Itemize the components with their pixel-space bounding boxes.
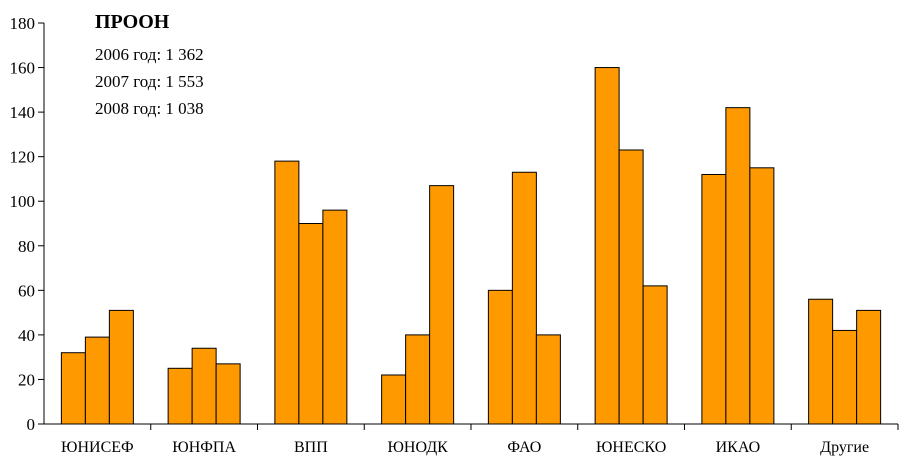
bar xyxy=(215,363,241,425)
x-category-label: ВПП xyxy=(294,439,328,456)
bar xyxy=(60,352,86,425)
annotation-box: ПРООН 2006 год: 1 362 2007 год: 1 553 20… xyxy=(95,11,204,118)
y-tick-label: 60 xyxy=(18,281,35,300)
bar xyxy=(405,334,431,425)
bar xyxy=(618,149,644,425)
y-tick-label: 180 xyxy=(10,14,36,33)
y-tick-label: 80 xyxy=(18,237,35,256)
annotation-title: ПРООН xyxy=(95,11,170,33)
bars-group xyxy=(60,67,882,425)
bar xyxy=(511,171,537,425)
bar xyxy=(298,223,324,425)
x-category-label: ФАО xyxy=(507,439,541,456)
x-category-label: ЮНОДК xyxy=(387,439,448,456)
x-labels-group: ЮНИСЕФ ЮНФПА ВПП ЮНОДК ФАО ЮНЕСКО ИКАО Другие xyxy=(61,424,899,456)
bar xyxy=(808,298,834,425)
bar xyxy=(84,336,110,425)
x-category-label: ЮНЕСКО xyxy=(596,439,666,456)
annotation-line-2007: 2007 год: 1 553 xyxy=(95,72,204,91)
x-category-label: ЮНФПА xyxy=(172,439,236,456)
bar xyxy=(856,309,882,425)
bar xyxy=(429,185,455,425)
x-category-label: Другие xyxy=(820,439,869,456)
bar xyxy=(594,67,620,425)
x-category-label: ИКАО xyxy=(716,439,761,456)
annotation-line-2008: 2008 год: 1 038 xyxy=(95,99,204,118)
bar xyxy=(322,209,348,425)
bar xyxy=(701,173,727,425)
y-tick-label: 160 xyxy=(10,59,36,78)
bar xyxy=(167,367,193,425)
y-tick-label: 120 xyxy=(10,148,36,167)
y-tick-label: 40 xyxy=(18,326,35,345)
bar xyxy=(191,347,217,425)
bar xyxy=(535,334,561,425)
y-tick-label: 140 xyxy=(10,103,36,122)
bar xyxy=(749,167,775,425)
bar xyxy=(642,285,668,425)
bar xyxy=(274,160,300,425)
bar xyxy=(381,374,407,425)
y-ticks-group: 0 20 40 60 80 100 120 140 160 180 xyxy=(10,14,44,434)
annotation-line-2006: 2006 год: 1 362 xyxy=(95,45,204,64)
y-tick-label: 0 xyxy=(27,415,36,434)
y-tick-label: 100 xyxy=(10,192,36,211)
bar xyxy=(108,309,134,425)
bar xyxy=(832,329,858,425)
y-tick-label: 20 xyxy=(18,370,35,389)
bar xyxy=(487,289,513,425)
bar xyxy=(725,107,751,425)
x-category-label: ЮНИСЕФ xyxy=(61,439,134,456)
